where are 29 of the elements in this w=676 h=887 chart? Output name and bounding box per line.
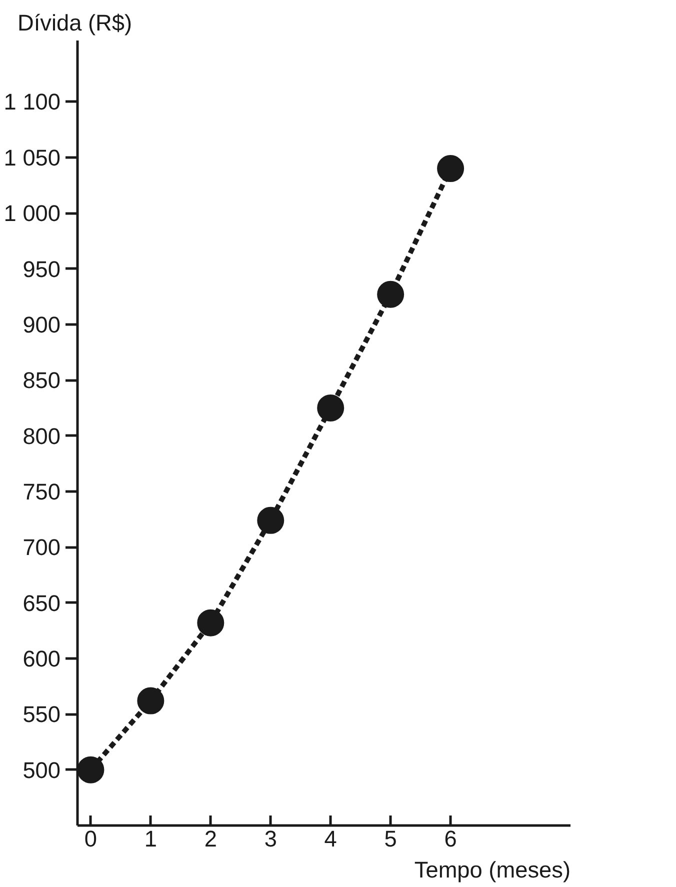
x-tick-label: 5 [384,826,397,852]
point [197,609,224,636]
y-tick-label: 800 [22,422,61,449]
x-tick-label: 2 [204,826,217,852]
x-axis-title: Tempo (meses) [414,856,571,882]
x-tick-label: 0 [84,826,98,852]
y-tick-label: 850 [22,367,61,394]
y-tick-label: 750 [22,478,61,504]
y-tick-label: 900 [22,311,61,338]
y-tick-label: 1 000 [4,200,61,226]
point [78,756,104,784]
y-tick-label: 950 [22,256,61,282]
y-tick-label: 650 [22,590,61,616]
x-tick-label: 4 [324,826,337,852]
y-tick-label: 600 [22,645,61,672]
x-tick-label: 3 [264,826,277,852]
point [257,506,284,534]
y-tick-label: 1 100 [4,88,61,115]
x-tick-label: 1 [144,826,157,852]
point [437,155,464,182]
x-tick-label: 6 [444,826,457,852]
point [137,687,164,714]
y-axis-title: Dívida (R$) [18,10,132,36]
y-tick-label: 500 [22,756,61,783]
y-tick-label: 1 050 [4,144,61,170]
y-tick-label: 550 [22,701,61,728]
point [377,280,404,308]
y-tick-label: 700 [22,534,61,560]
point [317,394,344,422]
